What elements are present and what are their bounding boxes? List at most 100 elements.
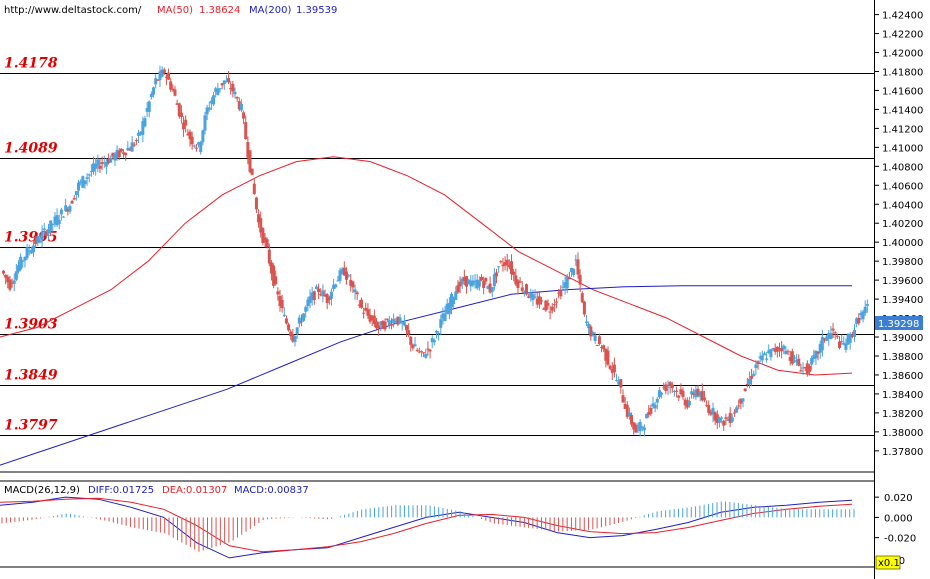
candle-body: [8, 279, 12, 290]
candle-body: [460, 278, 464, 285]
candle-body: [27, 250, 31, 252]
candle-body: [325, 294, 329, 303]
candle-body: [366, 309, 370, 316]
candle-body: [625, 404, 629, 417]
candle-body: [762, 353, 766, 356]
candle-body: [473, 280, 477, 282]
candle-body: [728, 413, 732, 423]
candle-body: [807, 365, 811, 373]
candle-body: [552, 304, 556, 306]
candle-body: [321, 290, 325, 297]
candle-body: [443, 313, 447, 322]
candle-body: [192, 145, 196, 147]
candle-body: [21, 260, 25, 262]
candle-body: [424, 354, 428, 358]
y-tick-label: 1.39800: [882, 257, 923, 268]
y-tick-label: 1.40000: [882, 238, 923, 249]
candle-body: [510, 261, 514, 275]
candle-body: [379, 321, 383, 325]
scale-badge-label[interactable]: x0.1: [878, 558, 900, 569]
candle-body: [544, 300, 548, 311]
candle-body: [754, 364, 758, 368]
candle-body: [797, 358, 801, 366]
candle-body: [338, 270, 342, 281]
candle-body: [820, 336, 824, 351]
candle-body: [522, 291, 526, 293]
candle-body: [49, 220, 53, 231]
candle-body: [492, 274, 496, 287]
scale-badge[interactable]: [875, 555, 901, 570]
candle-body: [548, 311, 552, 313]
y-tick-label: 1.39400: [882, 295, 923, 306]
candle-body: [252, 183, 256, 195]
ma50-line: [0, 156, 853, 376]
candle-body: [666, 386, 670, 388]
candle-body: [235, 96, 239, 99]
candle-body: [306, 299, 310, 307]
candle-body: [814, 350, 818, 359]
candle-body: [773, 348, 777, 352]
candle-body: [158, 71, 162, 80]
candle-body: [672, 390, 676, 392]
candle-body: [792, 357, 796, 359]
candle-body: [201, 130, 205, 143]
candle-body: [334, 284, 338, 288]
candle-body: [655, 398, 659, 403]
candle-body: [276, 291, 280, 295]
candle-body: [203, 115, 207, 131]
candle-body: [207, 107, 211, 110]
candle-body: [317, 288, 321, 293]
candle-body: [555, 301, 559, 303]
y-tick-label: 1.39600: [882, 276, 923, 287]
candle-body: [859, 313, 863, 316]
candle-body: [209, 100, 213, 104]
ma200-line: [0, 285, 852, 466]
candle-body: [615, 379, 619, 381]
candle-body: [591, 332, 595, 335]
candle-body: [850, 335, 854, 337]
candle-body: [149, 93, 153, 98]
candle-body: [128, 149, 132, 151]
candle-body: [771, 348, 775, 350]
candle-body: [439, 319, 443, 328]
candle-body: [218, 88, 222, 90]
candle-body: [349, 280, 353, 286]
candle-body: [705, 404, 709, 406]
candle-body: [730, 417, 734, 422]
candle-body: [465, 276, 469, 287]
candle-body: [81, 176, 85, 188]
candle-body: [700, 391, 704, 401]
level-label: 1.3797: [4, 418, 58, 434]
candle-body: [6, 276, 10, 283]
candle-body: [359, 299, 363, 308]
candle-body: [580, 293, 584, 303]
candle-body: [47, 229, 51, 234]
candle-body: [51, 223, 55, 225]
candle-body: [752, 373, 756, 377]
candle-body: [720, 417, 724, 419]
candle-body: [829, 333, 833, 340]
candle-body: [239, 103, 243, 111]
candle-body: [407, 330, 411, 335]
candle-body: [160, 69, 164, 77]
candle-body: [426, 348, 430, 350]
candle-body: [690, 391, 694, 395]
candle-body: [19, 256, 23, 270]
candle-body: [280, 300, 284, 309]
candle-body: [257, 214, 261, 223]
candle-body: [310, 292, 314, 301]
candle-body: [104, 161, 108, 167]
candle-body: [675, 390, 679, 392]
macd-y-tick-label: 0.020: [884, 493, 913, 504]
candle-body: [336, 280, 340, 282]
candle-body: [355, 292, 359, 295]
candle-body: [848, 333, 852, 343]
candle-body: [696, 388, 700, 396]
candle-body: [259, 218, 263, 233]
candle-body: [117, 150, 121, 157]
ma50-legend-value: 1.38624: [199, 5, 240, 16]
candle-body: [597, 336, 601, 344]
candle-body: [520, 287, 524, 291]
y-tick-label: 1.41000: [882, 143, 923, 154]
candle-body: [612, 364, 616, 373]
